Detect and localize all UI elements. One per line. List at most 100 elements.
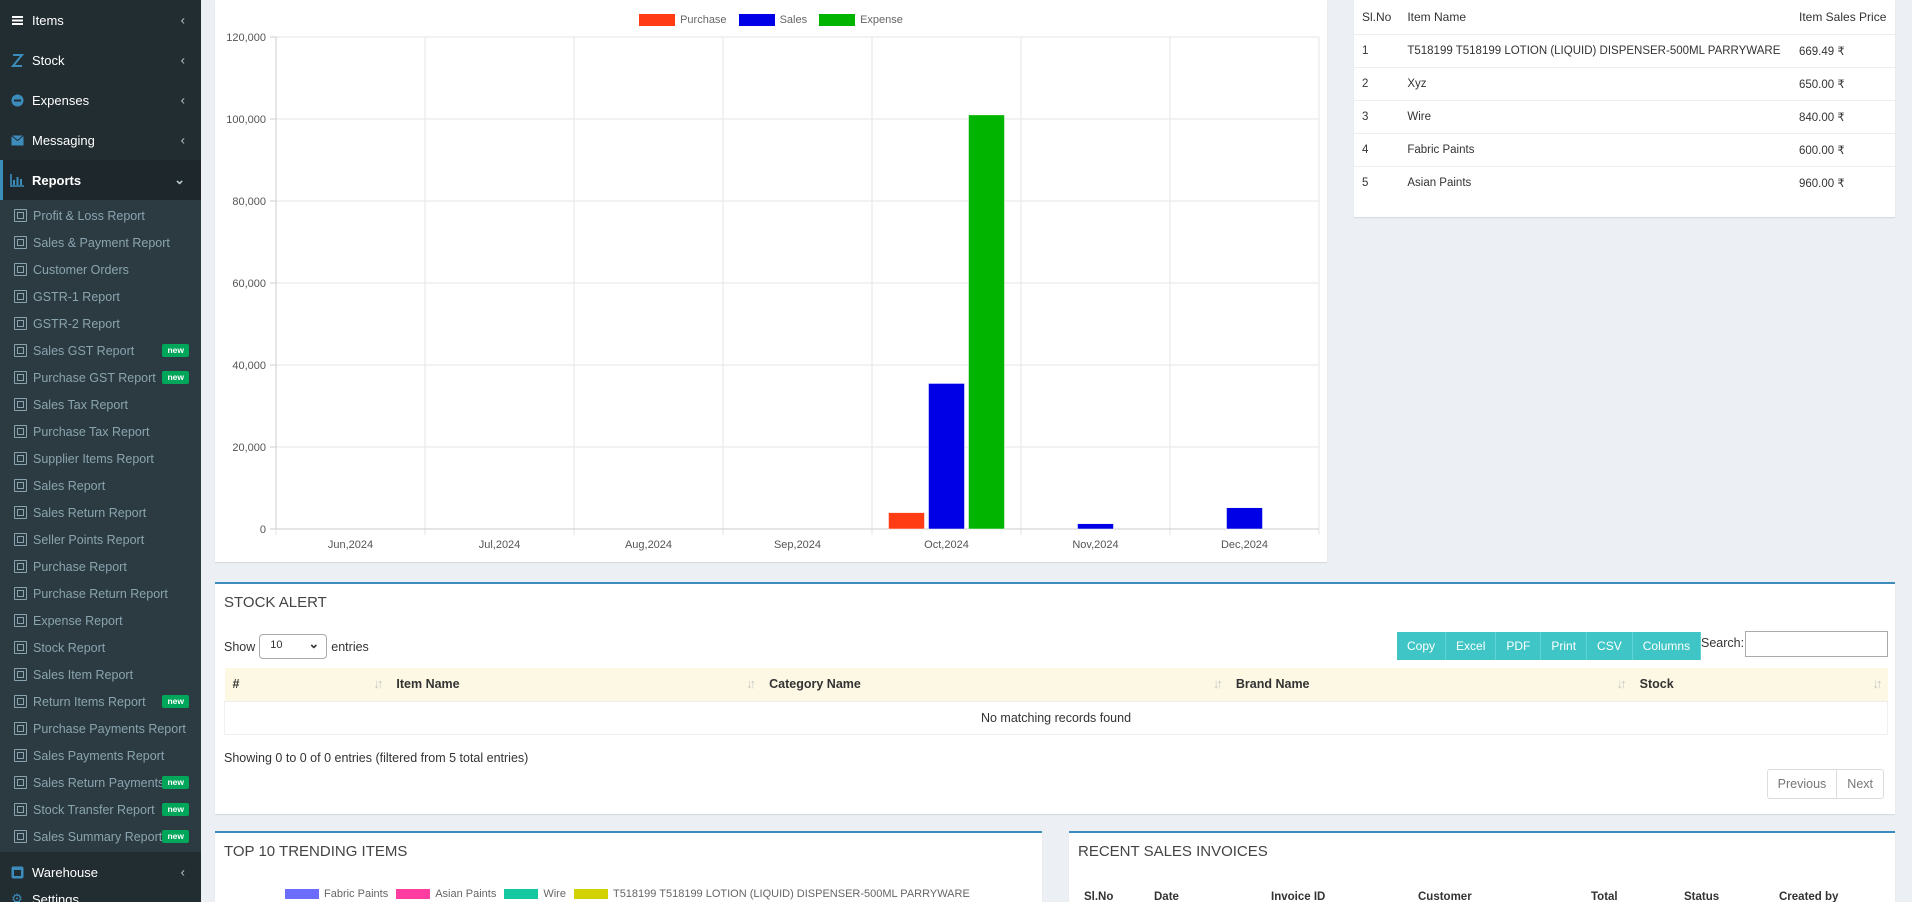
bar-sales[interactable] — [928, 383, 965, 530]
sidebar-subitem-report[interactable]: Purchase Return Report — [0, 580, 201, 607]
column-header: Sl.No — [1362, 9, 1392, 24]
sidebar-subitem-report[interactable]: Supplier Items Report — [0, 445, 201, 472]
print-button[interactable]: Print — [1541, 632, 1588, 660]
entries-select[interactable]: 10 — [259, 634, 328, 659]
sidebar-item-settings[interactable]: ⚙ Settings — [0, 891, 201, 902]
copy-icon — [14, 425, 27, 438]
legend-swatch — [396, 889, 431, 899]
sidebar-item-warehouse[interactable]: Warehouse ‹ — [0, 852, 201, 892]
sidebar-subitem-report[interactable]: Sales Summary Report new — [0, 823, 201, 850]
bar-expense[interactable] — [968, 114, 1005, 530]
sidebar-subitem-report[interactable]: Sales Return Report — [0, 499, 201, 526]
legend-entry[interactable]: Sales — [738, 14, 808, 26]
excel-button[interactable]: Excel — [1446, 632, 1497, 660]
copy-icon — [14, 560, 27, 573]
legend-entry[interactable]: Expense — [819, 14, 903, 26]
sidebar-item-stock[interactable]: Stock ‹ — [0, 40, 201, 80]
reports-submenu: Profit & Loss Report Sales & Payment Repo… — [0, 200, 201, 852]
column-header-label: Category Name — [769, 677, 861, 692]
sidebar-item-reports[interactable]: Reports ⌄ — [0, 160, 201, 200]
bar-purchase[interactable] — [888, 512, 925, 530]
sidebar-subitem-report[interactable]: Seller Points Report — [0, 526, 201, 553]
sidebar-subitem-report[interactable]: Profit & Loss Report — [0, 202, 201, 229]
purchase-sales-expense-chart: Purchase Sales Expense 0 20,000 40,000 60,000… — [215, 0, 1327, 562]
sidebar-item-label: Warehouse — [32, 864, 98, 880]
new-badge: new — [162, 371, 189, 384]
sidebar-subitem-label: Sales & Payment Report — [33, 235, 170, 250]
sidebar-subitem-report[interactable]: Sales Report — [0, 472, 201, 499]
column-header: Status — [1684, 891, 1720, 902]
legend-label: T518199 T518199 LOTION (LIQUID) DISPENSE… — [612, 888, 970, 900]
sidebar-item-label: Reports — [32, 172, 82, 188]
column-header[interactable]: Category Name ↓↑ — [761, 668, 1228, 702]
copy-icon — [14, 398, 27, 411]
copy-icon — [14, 668, 27, 681]
legend-label: Purchase — [680, 14, 727, 26]
copy-icon — [14, 533, 27, 546]
sidebar-subitem-report[interactable]: Customer Orders — [0, 256, 201, 283]
sidebar-subitem-report[interactable]: Sales & Payment Report — [0, 229, 201, 256]
column-header[interactable]: Stock ↓↑ — [1631, 668, 1888, 702]
table-cell: Xyz — [1399, 66, 1791, 100]
sidebar-subitem-report[interactable]: Purchase GST Report new — [0, 364, 201, 391]
legend-label: Sales — [779, 14, 808, 26]
column-header[interactable]: Brand Name ↓↑ — [1227, 668, 1632, 702]
sort-icon: ↓↑ — [746, 676, 756, 691]
legend-entry[interactable]: T518199 T518199 LOTION (LIQUID) DISPENSE… — [573, 888, 970, 900]
table-cell: 5 — [1354, 165, 1400, 199]
legend-entry[interactable]: Wire — [504, 888, 566, 900]
copy-button[interactable]: Copy — [1397, 632, 1447, 660]
sidebar-subitem-report[interactable]: Sales Tax Report — [0, 391, 201, 418]
sidebar-item-items[interactable]: Items ‹ — [0, 0, 201, 40]
sidebar-item-messaging[interactable]: Messaging ‹ — [0, 120, 201, 160]
new-badge: new — [162, 776, 189, 789]
bar-sales[interactable] — [1077, 523, 1114, 530]
legend-entry[interactable]: Asian Paints — [396, 888, 496, 900]
sidebar-subitem-label: Purchase Tax Report — [33, 424, 150, 439]
sidebar-subitem-report[interactable]: Purchase Payments Report — [0, 715, 201, 742]
y-tick-label: 0 — [260, 524, 266, 536]
column-header-label: Item Name — [396, 677, 460, 692]
table-row: 4 Fabric Paints 600.00 ₹ — [1354, 132, 1895, 166]
sidebar-subitem-label: Sales Item Report — [33, 667, 134, 682]
sidebar-subitem-report[interactable]: Stock Report — [0, 634, 201, 661]
next-button[interactable]: Next — [1836, 770, 1883, 798]
sidebar-subitem-label: Return Items Report — [33, 694, 146, 709]
copy-icon — [14, 749, 27, 762]
sidebar-subitem-label: Purchase GST Report — [33, 370, 156, 385]
copy-icon — [14, 371, 27, 384]
new-badge: new — [162, 344, 189, 357]
panel-title: RECENT SALES INVOICES — [1078, 843, 1268, 860]
column-header: Sl.No — [1084, 891, 1114, 902]
sidebar-subitem-report[interactable]: GSTR-2 Report — [0, 310, 201, 337]
legend-entry[interactable]: Fabric Paints — [285, 888, 388, 900]
sidebar-item-expenses[interactable]: Expenses ‹ — [0, 80, 201, 120]
bar-sales[interactable] — [1226, 507, 1263, 530]
sidebar-subitem-label: Expense Report — [33, 613, 123, 628]
legend-entry[interactable]: Purchase — [639, 14, 727, 26]
sidebar-subitem-report[interactable]: Sales Item Report — [0, 661, 201, 688]
column-header: Customer — [1418, 891, 1472, 902]
sidebar-subitem-report[interactable]: Stock Transfer Report new — [0, 796, 201, 823]
sidebar-subitem-report[interactable]: Expense Report — [0, 607, 201, 634]
column-header[interactable]: # ↓↑ — [224, 668, 389, 702]
sidebar-subitem-report[interactable]: Sales GST Report new — [0, 337, 201, 364]
column-header[interactable]: Item Name ↓↑ — [388, 668, 762, 702]
sidebar-subitem-label: Sales Tax Report — [33, 397, 128, 412]
legend-label: Fabric Paints — [324, 888, 389, 900]
copy-icon — [14, 803, 27, 816]
x-tick-label: Sep,2024 — [774, 539, 821, 551]
pdf-button[interactable]: PDF — [1496, 632, 1542, 660]
sidebar-subitem-report[interactable]: Purchase Tax Report — [0, 418, 201, 445]
search-input[interactable] — [1745, 631, 1888, 657]
export-button-group: Copy Excel PDF Print CSV Columns — [1397, 632, 1702, 660]
csv-button[interactable]: CSV — [1587, 632, 1633, 660]
sidebar-subitem-report[interactable]: GSTR-1 Report — [0, 283, 201, 310]
gear-icon: ⚙ — [11, 891, 23, 902]
sidebar-subitem-report[interactable]: Sales Payments Report — [0, 742, 201, 769]
sidebar-subitem-report[interactable]: Sales Return Payments new — [0, 769, 201, 796]
sidebar-subitem-report[interactable]: Purchase Report — [0, 553, 201, 580]
previous-button[interactable]: Previous — [1777, 777, 1827, 791]
sidebar-subitem-report[interactable]: Return Items Report new — [0, 688, 201, 715]
columns-button[interactable]: Columns — [1632, 632, 1702, 660]
